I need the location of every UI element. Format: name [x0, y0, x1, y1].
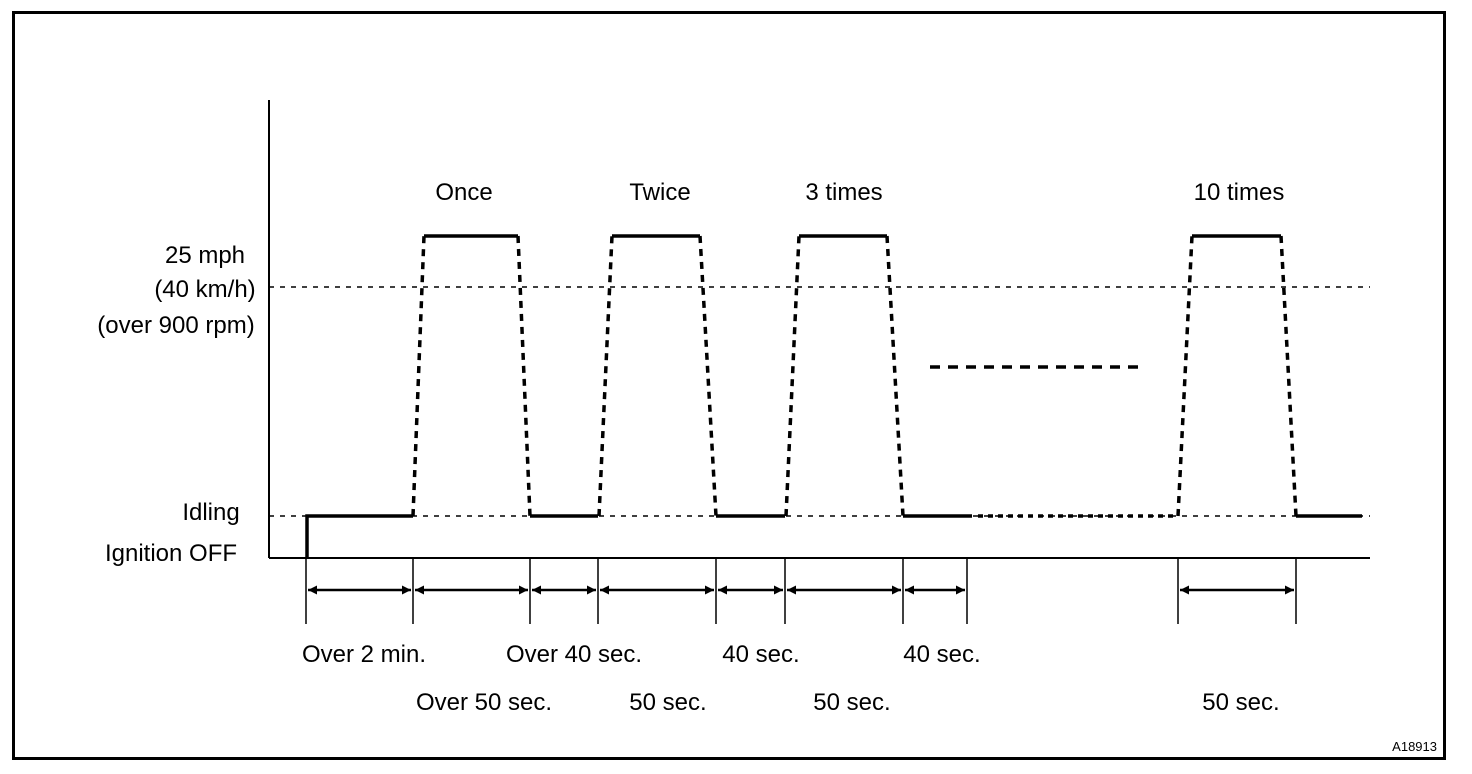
interval-label-over-50-sec: Over 50 sec.: [416, 689, 552, 716]
figure-code: A18913: [1392, 739, 1437, 754]
interval-label-40-sec-b: 40 sec.: [903, 641, 980, 668]
interval-label-50-sec-c: 50 sec.: [1202, 689, 1279, 716]
interval-label-over-40-sec: Over 40 sec.: [506, 641, 642, 668]
idling-label: Idling: [182, 499, 239, 526]
ignition-step-line: [305, 514, 413, 558]
ignition-off-label: Ignition OFF: [105, 540, 237, 567]
cycle-label-twice: Twice: [629, 179, 690, 206]
interval-label-50-sec-b: 50 sec.: [813, 689, 890, 716]
cycle10-ramp-up: [1176, 235, 1194, 517]
interval-label-50-sec-a: 50 sec.: [629, 689, 706, 716]
speed-kmh-label: (40 km/h): [154, 276, 255, 303]
cycle2-ramp-down: [698, 235, 718, 517]
cycle-label-10-times: 10 times: [1194, 179, 1285, 206]
interval-ticks: [305, 558, 1297, 624]
cycle-label-once: Once: [435, 179, 492, 206]
figure-frame: [12, 11, 1446, 760]
interval-label-40-sec-a: 40 sec.: [722, 641, 799, 668]
interval-label-over-2-min: Over 2 min.: [302, 641, 426, 668]
cycle3-ramp-up: [784, 235, 801, 517]
cycle1-ramp-down: [516, 235, 532, 517]
cycle10-ramp-down: [1279, 235, 1298, 517]
cycle3-ramp-down: [885, 235, 905, 517]
cycle1-ramp-up: [411, 235, 426, 517]
speed-rpm-label: (over 900 rpm): [97, 312, 254, 339]
speed-mph-label: 25 mph: [165, 242, 245, 269]
cycle-label-3-times: 3 times: [805, 179, 882, 206]
cycle2-ramp-up: [597, 235, 614, 517]
